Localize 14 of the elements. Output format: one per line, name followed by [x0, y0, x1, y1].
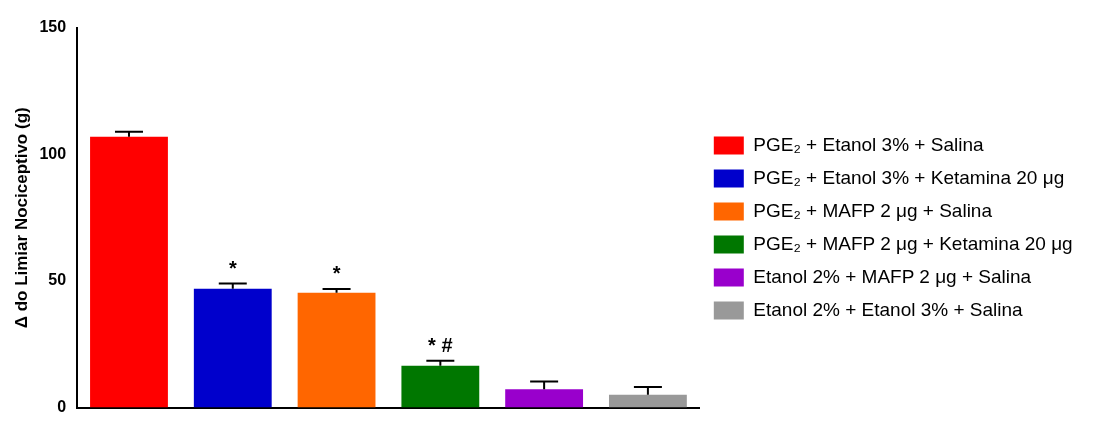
legend-label: Etanol 2% + Etanol 3% + Salina [753, 298, 1024, 320]
y-tick-label: 50 [48, 271, 67, 289]
legend-label: PGE₂ + MAFP 2 μg + Ketamina 20 μg [753, 232, 1073, 254]
legend-label: PGE₂ + Etanol 3% + Salina [753, 133, 984, 155]
legend-label: PGE₂ + MAFP 2 μg + Salina [753, 199, 993, 221]
data-label: * [228, 257, 237, 280]
y-axis-title: Δ do Limiar Nociceptivo (g) [11, 107, 31, 329]
y-tick-label: 100 [39, 144, 67, 162]
data-label: * # [428, 334, 453, 357]
y-tick-label: 150 [39, 18, 67, 36]
legend-label: Etanol 2% + MAFP 2 μg + Salina [753, 265, 1032, 287]
data-label: * [332, 262, 341, 285]
legend-label: PGE₂ + Etanol 3% + Ketamina 20 μg [753, 166, 1065, 188]
y-tick-label: 0 [57, 398, 67, 416]
